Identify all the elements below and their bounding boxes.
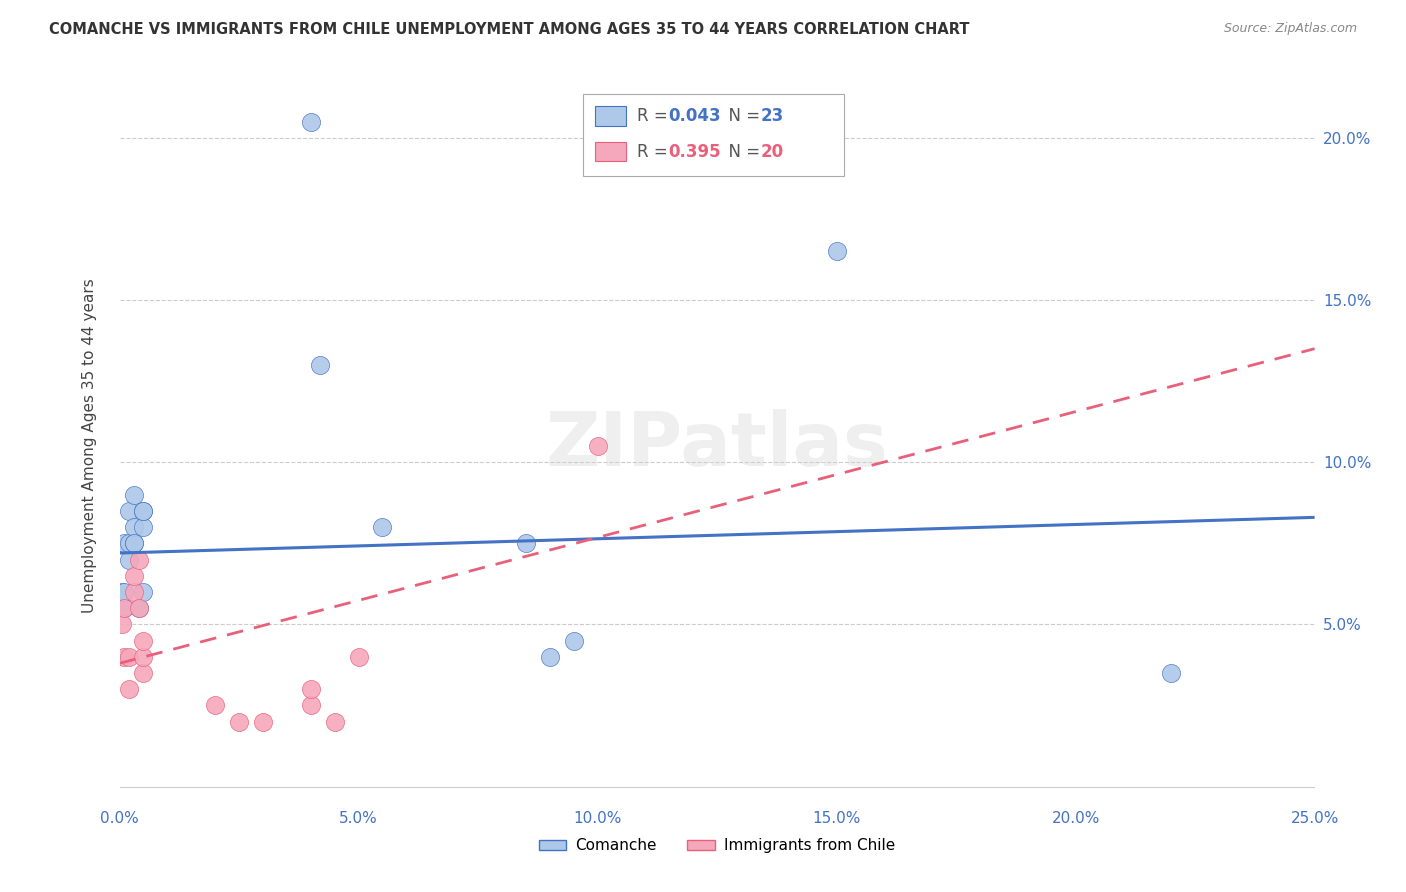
Point — [112, 585, 135, 599]
Point — [122, 520, 145, 534]
Point — [586, 439, 609, 453]
Point — [538, 649, 561, 664]
Text: 0.395: 0.395 — [668, 143, 720, 161]
Text: 0.043: 0.043 — [668, 107, 720, 125]
Point — [128, 601, 150, 615]
Point — [515, 536, 537, 550]
Point — [299, 114, 322, 128]
Point — [118, 682, 141, 697]
Point — [1160, 666, 1182, 681]
Point — [122, 536, 145, 550]
Point — [371, 520, 394, 534]
Text: ZIPatlas: ZIPatlas — [546, 409, 889, 483]
Point — [323, 714, 346, 729]
Text: Source: ZipAtlas.com: Source: ZipAtlas.com — [1223, 22, 1357, 36]
Point — [309, 358, 332, 372]
Point — [347, 649, 370, 664]
Point — [132, 520, 155, 534]
Point — [111, 617, 134, 632]
Point — [252, 714, 274, 729]
Point — [112, 649, 135, 664]
Point — [132, 504, 155, 518]
Legend: Comanche, Immigrants from Chile: Comanche, Immigrants from Chile — [533, 832, 901, 859]
Point — [118, 552, 141, 566]
Point — [122, 585, 145, 599]
Point — [112, 601, 135, 615]
Point — [118, 536, 141, 550]
Point — [299, 682, 322, 697]
Point — [132, 633, 155, 648]
Point — [122, 568, 145, 582]
Point — [118, 649, 141, 664]
Point — [132, 585, 155, 599]
Point — [562, 633, 585, 648]
Text: N =: N = — [718, 107, 766, 125]
Point — [118, 504, 141, 518]
Text: 23: 23 — [761, 107, 785, 125]
Point — [132, 649, 155, 664]
Text: R =: R = — [637, 143, 673, 161]
Point — [112, 601, 135, 615]
Point — [825, 244, 848, 259]
Text: 20: 20 — [761, 143, 783, 161]
Y-axis label: Unemployment Among Ages 35 to 44 years: Unemployment Among Ages 35 to 44 years — [83, 278, 97, 614]
Point — [111, 585, 134, 599]
Point — [204, 698, 226, 713]
Point — [299, 698, 322, 713]
Point — [122, 488, 145, 502]
Point — [132, 666, 155, 681]
Point — [122, 536, 145, 550]
Point — [228, 714, 250, 729]
Point — [128, 601, 150, 615]
Point — [112, 536, 135, 550]
Text: COMANCHE VS IMMIGRANTS FROM CHILE UNEMPLOYMENT AMONG AGES 35 TO 44 YEARS CORRELA: COMANCHE VS IMMIGRANTS FROM CHILE UNEMPL… — [49, 22, 970, 37]
Point — [132, 504, 155, 518]
Text: R =: R = — [637, 107, 673, 125]
Point — [128, 552, 150, 566]
Text: N =: N = — [718, 143, 766, 161]
